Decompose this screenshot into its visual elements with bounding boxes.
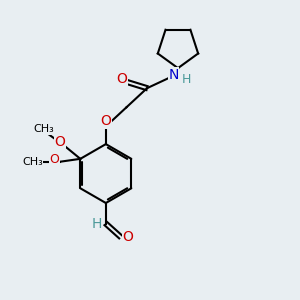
Text: O: O (122, 230, 134, 244)
Text: O: O (50, 153, 59, 166)
Text: O: O (100, 114, 111, 128)
Text: N: N (168, 68, 179, 82)
Text: H: H (182, 73, 191, 86)
Text: O: O (116, 72, 127, 86)
Text: CH₃: CH₃ (33, 124, 54, 134)
Text: H: H (92, 217, 102, 231)
Text: CH₃: CH₃ (22, 157, 43, 167)
Text: O: O (54, 135, 65, 149)
